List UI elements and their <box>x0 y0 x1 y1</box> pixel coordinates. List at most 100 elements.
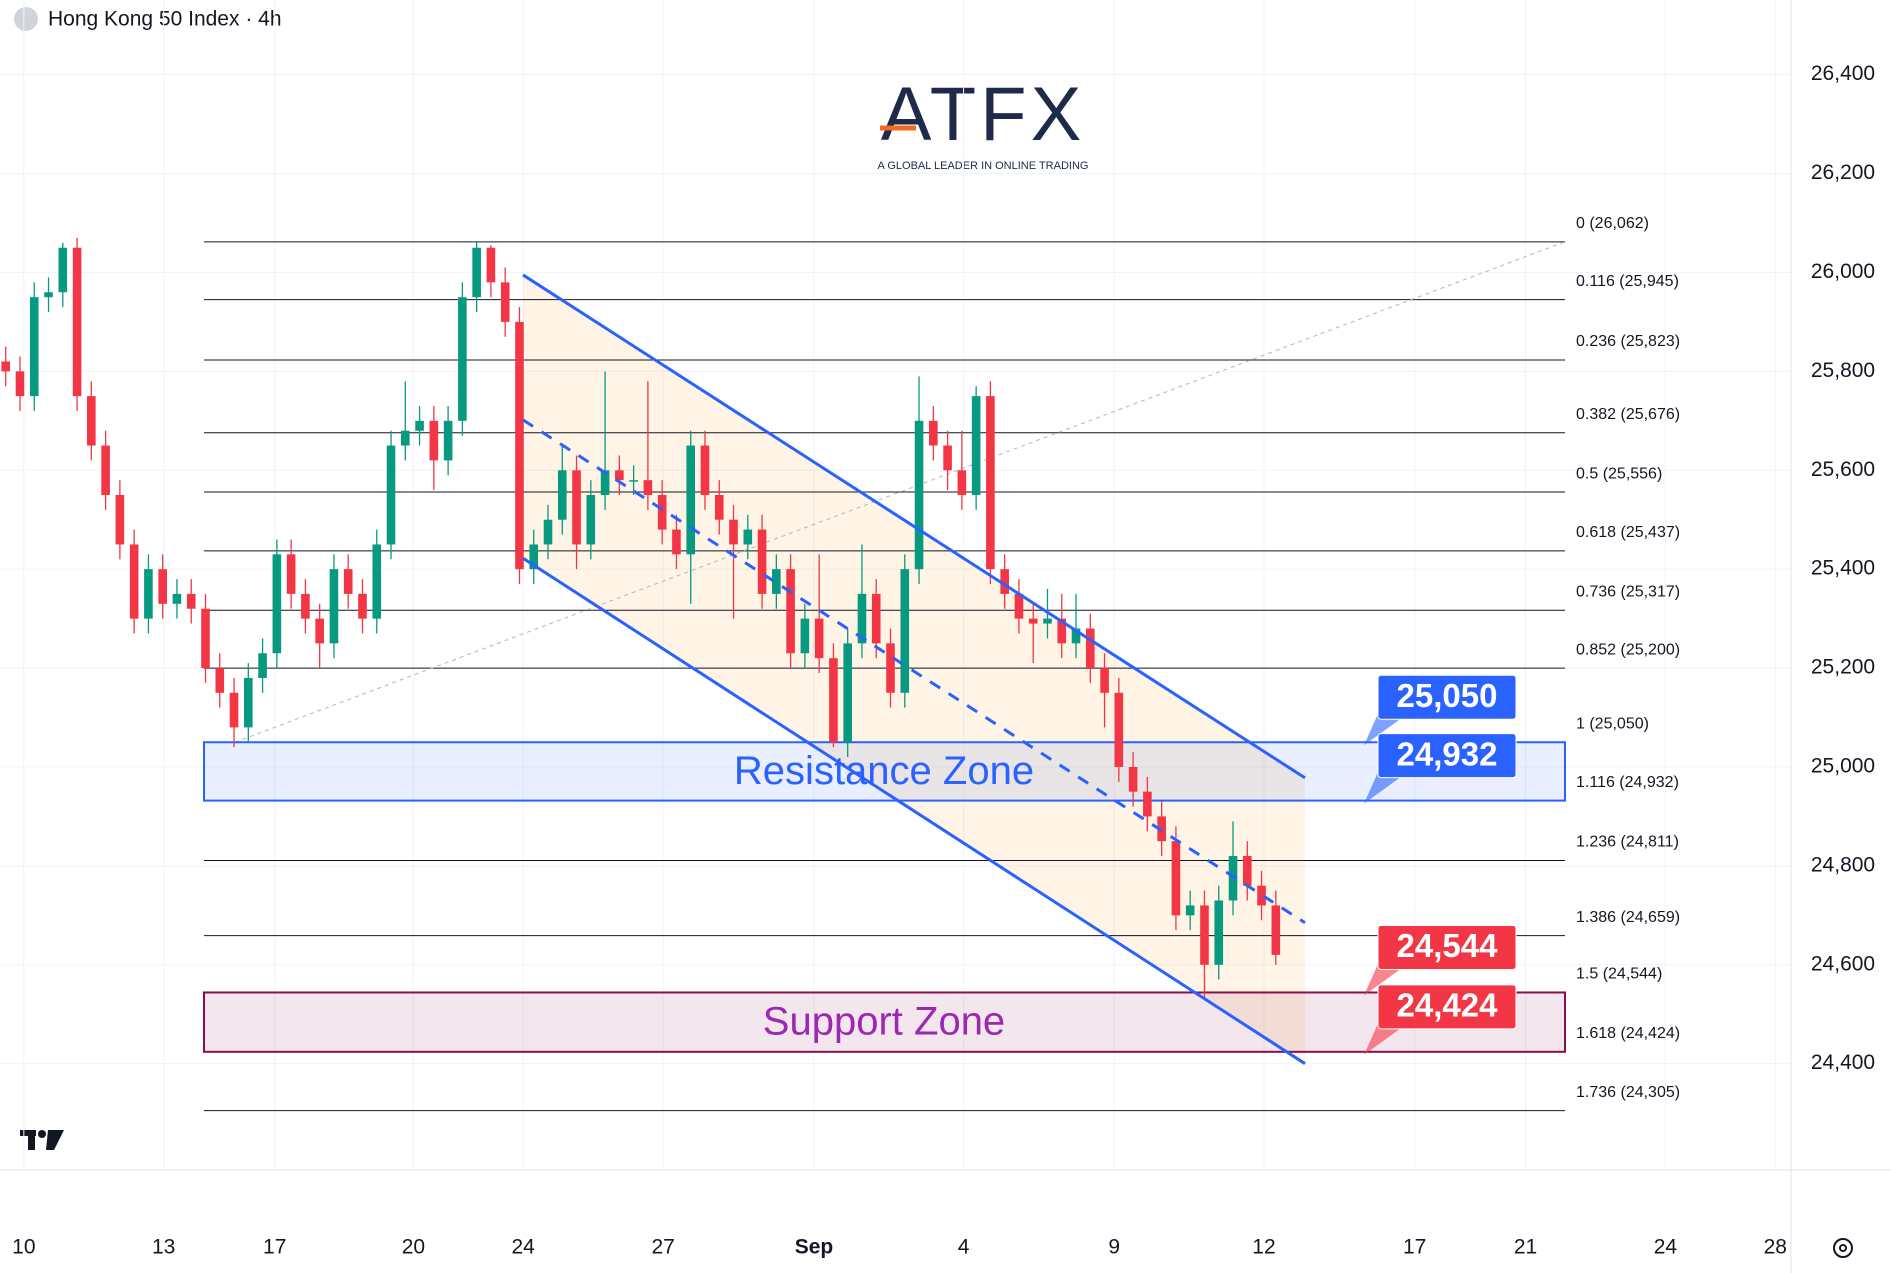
fib-label: 0.852 (25,200) <box>1576 641 1680 658</box>
candle-body <box>1000 569 1009 594</box>
candle-body <box>201 608 210 669</box>
price-badge-label: 25,050 <box>1397 677 1498 714</box>
candle-body <box>929 420 938 446</box>
candle-body <box>600 470 610 495</box>
candle-body <box>1085 628 1095 669</box>
candle-body <box>1214 900 1224 965</box>
candle-body <box>144 569 153 619</box>
candle-body <box>244 677 253 728</box>
price-badge-label: 24,424 <box>1397 987 1499 1024</box>
fib-label: 1.386 (24,659) <box>1576 909 1680 926</box>
candle-body <box>643 480 653 495</box>
candle-body <box>1271 905 1281 955</box>
candle-body <box>500 282 510 322</box>
price-badge <box>1377 674 1517 720</box>
candle-body <box>629 480 638 482</box>
x-tick-label: 20 <box>402 1236 425 1259</box>
candle-body <box>515 321 524 570</box>
candle-body <box>1185 905 1195 916</box>
candle-body <box>772 569 781 594</box>
candle-body <box>315 618 324 644</box>
candle-body <box>1257 885 1266 906</box>
y-tick-label: 24,400 <box>1811 1051 1875 1074</box>
y-tick-label: 25,400 <box>1811 557 1875 580</box>
candle-body <box>829 658 838 743</box>
zone-label: Resistance Zone <box>734 749 1034 793</box>
candle-body <box>1242 855 1252 886</box>
fib-label: 0.618 (25,437) <box>1576 524 1680 541</box>
x-tick-label: 24 <box>1654 1236 1678 1259</box>
candle-body <box>543 519 553 545</box>
candle-body <box>87 396 96 446</box>
price-badge <box>1377 924 1517 970</box>
fib-label: 1.736 (24,305) <box>1576 1084 1680 1101</box>
candle-body <box>615 470 624 481</box>
candle-body <box>286 554 296 594</box>
candle-body <box>1 361 11 372</box>
candle-body <box>586 495 596 545</box>
y-tick-label: 24,800 <box>1811 853 1875 876</box>
candle-body <box>1071 628 1081 644</box>
candle-body <box>229 692 239 728</box>
candle-body <box>1114 692 1124 767</box>
candle-body <box>358 593 367 619</box>
y-tick-label: 26,400 <box>1811 62 1875 85</box>
candle-body <box>957 470 967 495</box>
candle-body <box>572 470 581 545</box>
settings-icon[interactable] <box>1833 1238 1853 1258</box>
candle-body <box>115 495 125 545</box>
x-tick-label: 27 <box>651 1236 674 1259</box>
candle-body <box>1143 791 1152 817</box>
logo-name: ATFX <box>881 72 1086 157</box>
fib-label: 1 (25,050) <box>1576 715 1649 732</box>
x-tick-label: Sep <box>795 1236 834 1259</box>
candle-body <box>429 420 439 461</box>
candle-body <box>443 420 453 461</box>
candle-body <box>871 593 881 644</box>
candle-body <box>158 569 167 604</box>
y-tick-label: 25,600 <box>1811 458 1875 481</box>
candle-body <box>943 445 952 471</box>
fib-label: 0.236 (25,823) <box>1576 333 1680 350</box>
candle-body <box>1057 618 1067 644</box>
x-tick-label: 28 <box>1764 1236 1787 1259</box>
channel-lower <box>522 557 1306 1065</box>
price-badge-label: 24,932 <box>1397 735 1498 772</box>
price-badge-label: 24,544 <box>1397 927 1499 964</box>
candle-body <box>657 495 667 530</box>
candle-body <box>415 420 424 431</box>
candle-body <box>400 430 410 446</box>
chart-title: Hong Kong 50 Index · 4h <box>48 8 282 31</box>
y-tick-label: 25,000 <box>1811 755 1875 778</box>
candle-body <box>1043 618 1052 624</box>
y-tick-label: 25,200 <box>1811 656 1875 679</box>
candle-body <box>1028 618 1038 624</box>
x-tick-label: 10 <box>12 1236 35 1259</box>
candle-body <box>301 593 310 619</box>
candle-body <box>15 371 25 397</box>
candle-body <box>1171 841 1181 916</box>
zone-label: Support Zone <box>763 1000 1005 1044</box>
candle-body <box>44 292 53 298</box>
channel-fill <box>523 274 1305 1064</box>
candle-body <box>1014 593 1024 619</box>
candle-body <box>372 544 382 619</box>
candle-body <box>743 529 753 545</box>
candle-body <box>557 470 567 520</box>
candle-body <box>272 554 282 654</box>
candle-body <box>215 668 225 693</box>
candle-body <box>843 643 852 743</box>
fib-label: 0.736 (25,317) <box>1576 583 1680 600</box>
price-badge <box>1377 733 1517 779</box>
candle-body <box>29 297 39 397</box>
candle-body <box>486 247 496 283</box>
candle-body <box>1228 855 1238 901</box>
candle-body <box>971 396 981 495</box>
x-tick-label: 21 <box>1514 1236 1537 1259</box>
x-tick-label: 13 <box>152 1236 175 1259</box>
x-tick-label: 12 <box>1252 1236 1275 1259</box>
fib-label: 0.5 (25,556) <box>1576 465 1662 482</box>
fib-label: 0.382 (25,676) <box>1576 406 1680 423</box>
candle-body <box>686 445 696 555</box>
